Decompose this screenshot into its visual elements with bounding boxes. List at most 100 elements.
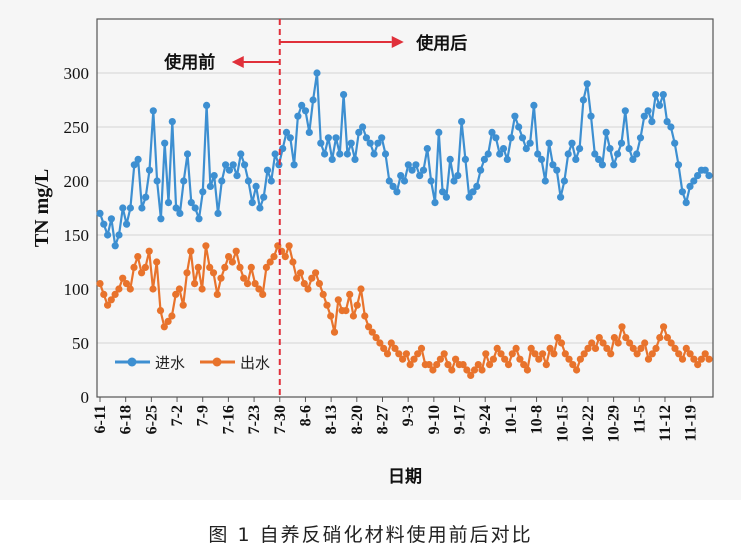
data-point bbox=[522, 145, 530, 153]
data-point bbox=[633, 150, 641, 158]
data-point bbox=[336, 150, 344, 158]
data-point bbox=[610, 161, 618, 169]
data-point bbox=[217, 274, 225, 282]
data-point bbox=[454, 172, 462, 180]
data-point bbox=[349, 312, 357, 320]
data-point bbox=[362, 134, 370, 142]
data-point bbox=[198, 285, 206, 293]
data-point bbox=[644, 107, 652, 115]
data-point bbox=[399, 355, 407, 363]
data-point bbox=[389, 182, 397, 190]
data-point bbox=[410, 355, 418, 363]
data-point bbox=[294, 112, 302, 120]
data-point bbox=[153, 258, 161, 266]
data-point bbox=[414, 350, 422, 358]
data-point bbox=[467, 371, 475, 379]
data-point bbox=[690, 177, 698, 185]
data-point bbox=[697, 355, 706, 363]
data-point bbox=[448, 366, 456, 374]
legend-item-inflow: 进水 bbox=[115, 354, 185, 372]
data-point bbox=[315, 280, 323, 288]
data-point bbox=[497, 350, 505, 358]
data-point bbox=[300, 280, 308, 288]
data-point bbox=[489, 355, 497, 363]
data-point bbox=[263, 166, 272, 174]
data-point bbox=[480, 155, 488, 163]
data-point bbox=[271, 150, 279, 158]
data-point bbox=[267, 177, 275, 185]
data-point bbox=[393, 188, 401, 196]
data-point bbox=[115, 285, 123, 293]
data-point bbox=[355, 128, 363, 136]
data-point bbox=[290, 161, 298, 169]
x-tick-label: 9-17 bbox=[452, 405, 469, 434]
data-point bbox=[610, 334, 619, 342]
data-point bbox=[391, 344, 399, 352]
x-tick-label: 11-19 bbox=[683, 405, 700, 441]
data-point bbox=[138, 204, 146, 212]
before-label: 使用前 bbox=[163, 52, 215, 73]
data-point bbox=[202, 242, 210, 250]
data-point bbox=[569, 361, 577, 369]
y-tick-label: 100 bbox=[64, 280, 90, 299]
x-tick-label: 10-22 bbox=[580, 405, 597, 442]
data-point bbox=[199, 188, 207, 196]
data-point bbox=[406, 361, 414, 369]
data-point bbox=[477, 166, 485, 174]
data-point bbox=[237, 150, 245, 158]
data-point bbox=[145, 247, 153, 255]
data-point bbox=[659, 91, 667, 99]
data-point bbox=[469, 188, 477, 196]
x-tick-label: 10-15 bbox=[554, 405, 571, 442]
data-point bbox=[240, 274, 248, 282]
data-point bbox=[637, 344, 645, 352]
data-point bbox=[134, 253, 142, 261]
data-point bbox=[262, 263, 270, 271]
x-tick-label: 10-1 bbox=[503, 405, 520, 434]
after-arrow-head bbox=[391, 36, 404, 48]
data-point bbox=[550, 350, 558, 358]
plot-frame bbox=[96, 18, 714, 398]
x-tick-label: 9-24 bbox=[477, 405, 494, 434]
data-point bbox=[429, 366, 437, 374]
data-point bbox=[347, 139, 355, 147]
data-point bbox=[225, 253, 233, 261]
data-point bbox=[218, 177, 226, 185]
data-point bbox=[579, 96, 588, 104]
x-tick-label: 10-8 bbox=[529, 405, 546, 434]
data-point bbox=[439, 188, 447, 196]
series-line-inflow bbox=[98, 71, 710, 247]
data-point bbox=[435, 128, 443, 136]
data-point bbox=[625, 145, 633, 153]
data-point bbox=[225, 166, 233, 174]
x-tick-label: 6-25 bbox=[143, 405, 160, 434]
data-point bbox=[353, 301, 361, 309]
data-point bbox=[433, 361, 441, 369]
data-point bbox=[301, 107, 310, 115]
data-point bbox=[599, 339, 607, 347]
data-point bbox=[343, 150, 351, 158]
data-point bbox=[107, 215, 115, 223]
data-point bbox=[591, 344, 600, 352]
x-tick-label: 7-16 bbox=[220, 405, 237, 434]
data-point bbox=[621, 107, 629, 115]
data-point bbox=[520, 361, 528, 369]
data-point bbox=[682, 199, 690, 207]
data-point bbox=[191, 280, 199, 288]
data-point bbox=[561, 350, 569, 358]
data-point bbox=[576, 355, 585, 363]
data-point bbox=[370, 150, 378, 158]
y-tick-label: 300 bbox=[64, 64, 90, 83]
data-point bbox=[187, 247, 195, 255]
data-point bbox=[629, 344, 637, 352]
data-point bbox=[357, 285, 365, 293]
series-layer bbox=[96, 69, 713, 379]
data-point bbox=[557, 193, 565, 201]
data-point bbox=[444, 361, 452, 369]
data-point bbox=[134, 155, 142, 163]
data-point bbox=[603, 344, 611, 352]
data-point bbox=[652, 344, 660, 352]
data-point bbox=[671, 344, 679, 352]
data-point bbox=[542, 361, 550, 369]
data-point bbox=[194, 263, 202, 271]
